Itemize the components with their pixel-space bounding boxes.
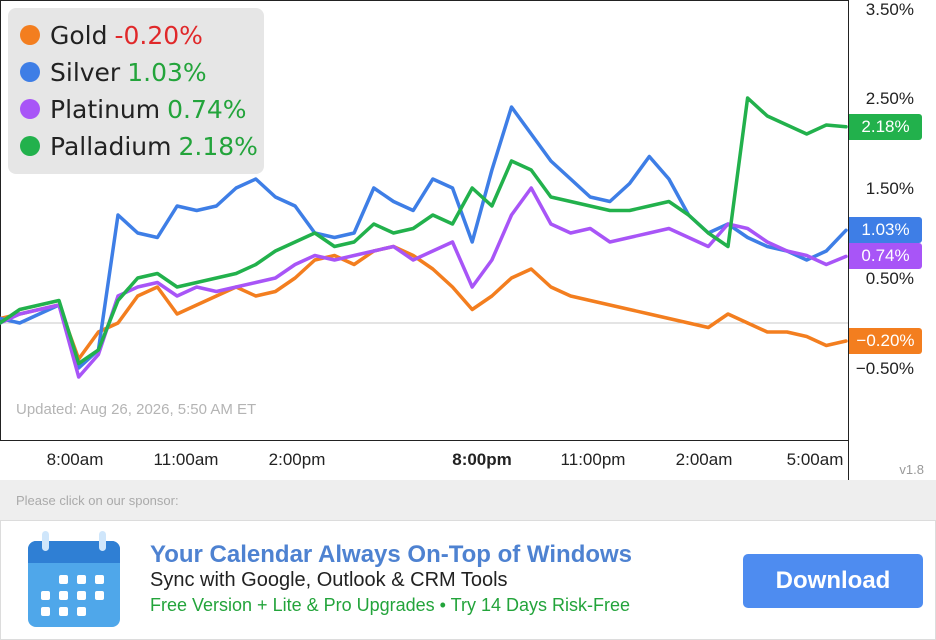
sponsor-ad[interactable]: Your Calendar Always On-Top of Windows S… — [0, 520, 936, 640]
silver-price-tag: 1.03% — [849, 217, 922, 243]
ad-subtitle: Sync with Google, Outlook & CRM Tools — [150, 569, 508, 591]
series-line-platinum — [0, 186, 848, 379]
calendar-icon[interactable] — [28, 531, 120, 632]
legend-item-platinum: Platinum 0.74% — [20, 92, 247, 126]
sponsor-label: Please click on our sponsor: — [16, 493, 179, 508]
legend-item-gold: Gold -0.20% — [20, 18, 203, 52]
chart-frame: Gold -0.20% Silver 1.03% Platinum 0.74% … — [0, 0, 924, 480]
x-tick-label: 2:00pm — [268, 450, 326, 469]
gold-price-tag: −0.20% — [849, 328, 922, 354]
palladium-dot-icon — [20, 136, 40, 156]
legend-item-silver: Silver 1.03% — [20, 55, 207, 89]
gold-dot-icon — [20, 25, 40, 45]
y-tick-label: −0.50% — [855, 359, 914, 378]
legend-change: -0.20% — [114, 20, 203, 50]
legend-name: Gold — [50, 20, 108, 50]
x-tick-label: 11:00am — [153, 450, 219, 469]
legend-name: Silver — [50, 57, 121, 87]
legend-name: Platinum — [50, 94, 161, 124]
x-tick-label: 8:00am — [46, 450, 104, 469]
ad-promo-text: Free Version + Lite & Pro Upgrades • Try… — [150, 595, 630, 615]
ad-title-link[interactable]: Your Calendar Always On-Top of Windows — [150, 541, 633, 568]
series-line-palladium — [0, 96, 848, 366]
legend-change: 2.18% — [178, 131, 258, 161]
y-tick-label: 1.50% — [865, 179, 914, 198]
legend: Gold -0.20% Silver 1.03% Platinum 0.74% … — [8, 8, 264, 174]
x-tick-label: 11:00pm — [560, 450, 626, 469]
x-tick-label: 8:00pm — [452, 450, 512, 469]
y-tick-label: 0.50% — [865, 269, 914, 288]
sponsor-band — [0, 480, 936, 520]
series-layer — [0, 96, 848, 379]
legend-name: Palladium — [50, 131, 172, 161]
download-button[interactable]: Download — [743, 554, 923, 608]
price-chart — [0, 0, 849, 480]
legend-change: 0.74% — [167, 94, 247, 124]
x-tick-label: 2:00am — [675, 450, 733, 469]
series-line-gold — [0, 244, 848, 361]
platinum-dot-icon — [20, 99, 40, 119]
x-tick-label: 5:00am — [786, 450, 844, 469]
updated-timestamp: Updated: Aug 26, 2026, 5:50 AM ET — [16, 401, 257, 418]
version-label: v1.8 — [899, 462, 924, 477]
y-tick-label: 3.50% — [865, 0, 914, 19]
legend-change: 1.03% — [127, 57, 207, 87]
silver-dot-icon — [20, 62, 40, 82]
legend-item-palladium: Palladium 2.18% — [20, 129, 258, 163]
palladium-price-tag: 2.18% — [849, 114, 922, 140]
platinum-price-tag: 0.74% — [849, 243, 922, 269]
y-tick-label: 2.50% — [865, 89, 914, 108]
